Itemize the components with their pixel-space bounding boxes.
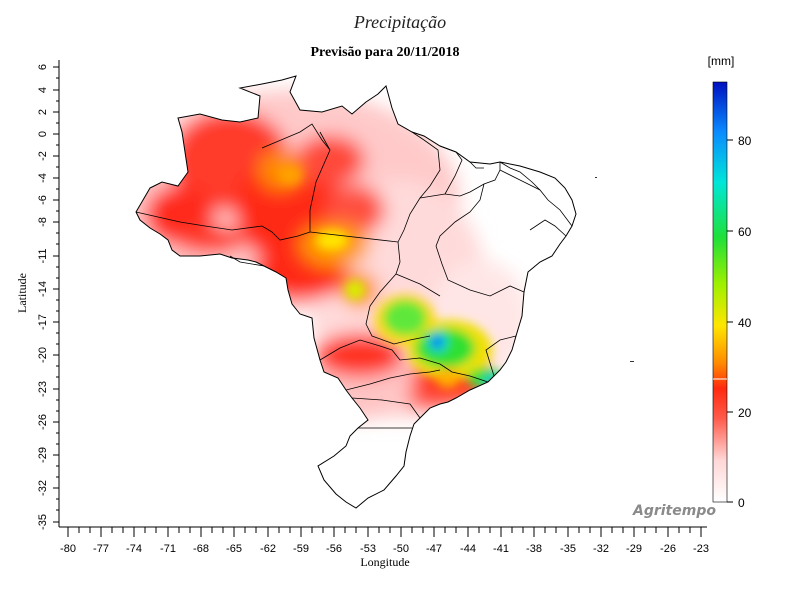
x-tick-label: -62 [260, 543, 276, 555]
agritempo-logo: Agritempo [633, 503, 716, 519]
x-tick-label: -47 [426, 543, 442, 555]
x-axis-label: Longitude [360, 555, 409, 569]
x-tick-label: -44 [460, 543, 476, 555]
y-tick-label: -11 [37, 248, 49, 263]
x-tick-label: -56 [326, 543, 342, 555]
x-tick-label: -65 [226, 543, 242, 555]
x-tick-label: -68 [193, 543, 209, 555]
colorbar-unit: [mm] [708, 54, 735, 68]
y-tick-label: 2 [37, 109, 49, 115]
x-tick-label: -74 [126, 543, 142, 555]
x-tick-label: -29 [626, 543, 642, 555]
colorbar-tick: 40 [738, 316, 752, 330]
x-tick-label: -77 [93, 543, 109, 555]
colorbar-gradient [712, 81, 728, 503]
islands [595, 177, 634, 362]
y-tick-label: -4 [37, 173, 49, 183]
precipitation-field [136, 76, 576, 508]
x-tick-label: -41 [493, 543, 509, 555]
y-tick-label: -8 [37, 217, 49, 227]
colorbar: 80 60 40 20 0 [mm] [708, 54, 752, 510]
x-axis-ticks [67, 527, 702, 537]
x-tick-label: -50 [393, 543, 409, 555]
y-tick-label: -26 [37, 414, 49, 430]
colorbar-tick: 80 [738, 134, 752, 148]
colorbar-tick: 60 [738, 225, 752, 239]
y-tick-labels: 6 4 2 0 -2 -4 -6 -8 -11 -14 -17 -20 -23 … [37, 64, 49, 530]
x-tick-label: -35 [560, 543, 576, 555]
axes-frame [58, 60, 707, 528]
y-tick-label: -17 [37, 314, 49, 330]
x-tick-label: -80 [60, 543, 76, 555]
x-tick-label: -38 [526, 543, 542, 555]
y-axis-ticks [53, 66, 59, 523]
y-tick-label: -6 [37, 195, 49, 205]
y-tick-label: -35 [37, 514, 49, 530]
y-axis-label: Latitude [15, 273, 29, 313]
x-tick-label: -53 [360, 543, 376, 555]
y-tick-label: 6 [37, 64, 49, 70]
x-tick-label: -26 [660, 543, 676, 555]
y-tick-label: -2 [37, 151, 49, 161]
map-subtitle: Previsão para 20/11/2018 [310, 45, 460, 60]
y-tick-label: 4 [37, 87, 49, 93]
y-tick-label: -14 [37, 281, 49, 297]
y-tick-label: -29 [37, 447, 49, 463]
x-tick-labels: -80 -77 -74 -71 -68 -65 -62 -59 -56 -53 … [60, 543, 709, 555]
x-tick-label: -59 [293, 543, 309, 555]
y-tick-label: 0 [37, 131, 49, 137]
y-tick-label: -23 [37, 381, 49, 397]
x-tick-label: -23 [693, 543, 709, 555]
map-title: Precipitação [353, 12, 447, 32]
x-tick-label: -71 [160, 543, 176, 555]
colorbar-tick: 0 [738, 496, 745, 510]
x-tick-label: -32 [593, 543, 609, 555]
y-tick-label: -32 [37, 480, 49, 496]
colorbar-tick: 20 [738, 406, 752, 420]
state-borders [135, 123, 573, 429]
y-tick-label: -20 [37, 347, 49, 363]
